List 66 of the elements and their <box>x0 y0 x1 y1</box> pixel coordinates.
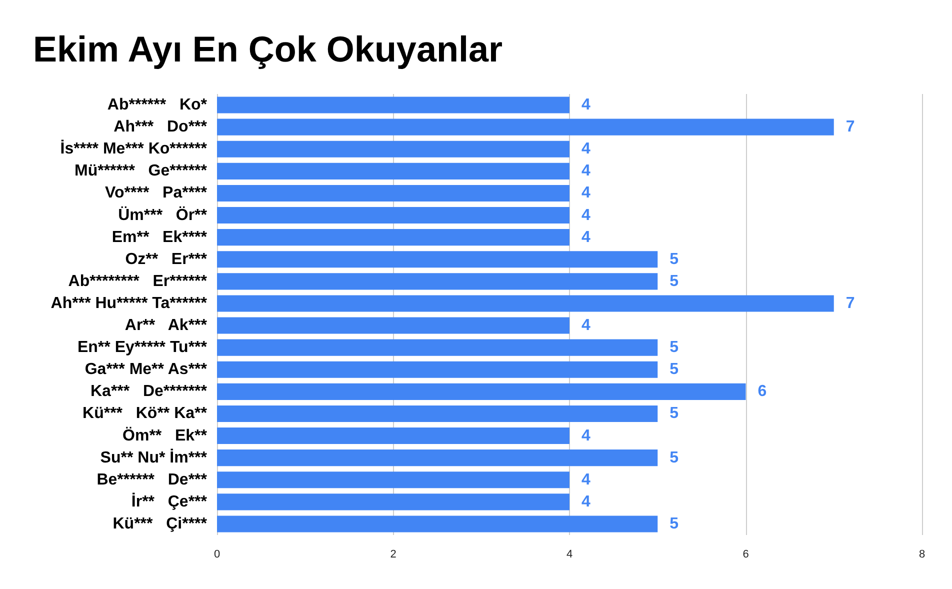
bar <box>217 450 658 466</box>
bar <box>217 494 570 510</box>
data-label: 7 <box>846 294 855 312</box>
bar <box>217 428 570 444</box>
y-tick-label: Kü*** Kö** Ka** <box>82 405 208 422</box>
bar <box>217 207 570 224</box>
y-tick-label: Mü****** Ge****** <box>74 162 208 180</box>
y-tick-label: Ab****** Ko* <box>107 96 208 114</box>
bar <box>217 405 658 422</box>
bar <box>217 472 570 488</box>
bar <box>217 96 570 114</box>
y-tick-label: Ga*** Me** As*** <box>84 361 208 378</box>
data-label: 4 <box>582 184 590 202</box>
bar <box>217 140 570 158</box>
bar <box>217 383 746 400</box>
y-tick-label: Su** Nu* İm*** <box>100 448 208 466</box>
y-tick-label: Vo**** Pa**** <box>105 184 208 202</box>
data-label: 4 <box>582 228 590 246</box>
data-label: 5 <box>670 361 679 378</box>
y-tick-label: İs**** Me*** Ko****** <box>60 140 208 158</box>
y-tick-label: Ah*** Do*** <box>114 118 208 136</box>
y-tick-label: Em** Ek**** <box>112 228 208 246</box>
x-tick-label: 4 <box>566 548 573 560</box>
bar <box>217 184 570 202</box>
data-label: 7 <box>846 118 855 136</box>
y-tick-label: Oz** Er*** <box>125 250 208 268</box>
y-tick-label: Öm** Ek** <box>122 426 208 444</box>
bar <box>217 361 658 378</box>
data-label: 4 <box>582 162 590 180</box>
y-tick-label: Üm*** Ör** <box>118 206 208 224</box>
bar <box>217 317 570 334</box>
data-label: 5 <box>670 449 679 466</box>
bar <box>217 295 834 312</box>
x-tick-label: 6 <box>742 548 749 560</box>
data-label: 4 <box>582 140 590 158</box>
data-label: 4 <box>582 493 590 510</box>
y-tick-label: En** Ey***** Tu*** <box>77 339 208 356</box>
data-label: 5 <box>670 515 679 532</box>
y-tick-label: Ar** Ak*** <box>124 317 208 334</box>
data-label: 4 <box>582 427 590 444</box>
bar <box>217 273 658 290</box>
x-tick-label: 8 <box>918 548 926 560</box>
y-tick-label: Ab******** Er****** <box>68 272 208 290</box>
data-label: 5 <box>670 272 679 290</box>
x-tick-label: 2 <box>390 548 396 560</box>
x-tick-label: 0 <box>214 548 220 560</box>
bar <box>217 229 570 246</box>
data-label: 5 <box>670 250 679 268</box>
bar <box>217 339 658 356</box>
y-tick-label: İr** Çe*** <box>131 492 208 510</box>
y-tick-label: Kü*** Çi**** <box>112 515 208 532</box>
y-tick-label: Be****** De*** <box>96 471 208 488</box>
data-label: 4 <box>582 206 590 224</box>
bar <box>217 118 834 136</box>
bar <box>217 516 658 532</box>
y-tick-label: Ka*** De******* <box>90 383 208 400</box>
data-label: 5 <box>670 405 679 422</box>
bar <box>217 251 658 268</box>
chart-title: Ekim Ayı En Çok Okuyanlar <box>33 28 502 70</box>
data-label: 5 <box>670 339 679 356</box>
data-label: 4 <box>582 96 590 114</box>
y-tick-label: Ah*** Hu***** Ta****** <box>50 294 208 312</box>
data-label: 6 <box>758 383 767 400</box>
data-label: 4 <box>582 471 590 488</box>
bar <box>217 162 570 180</box>
data-label: 4 <box>582 317 590 334</box>
